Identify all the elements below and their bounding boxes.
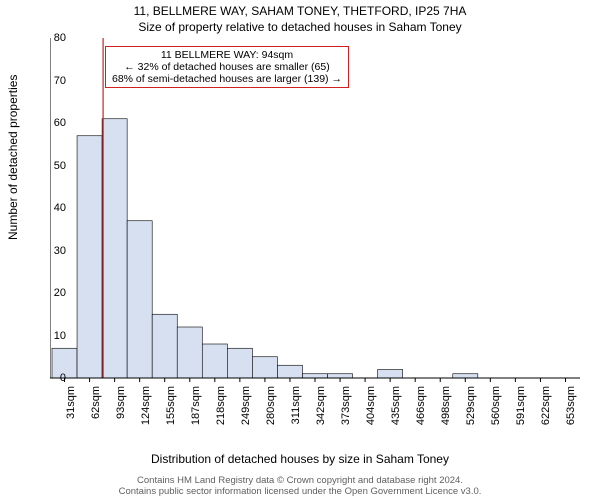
x-tick-label: 93sqm: [115, 386, 127, 436]
plot-area: [50, 38, 580, 398]
y-tick-label: 20: [54, 287, 66, 299]
chart-container: 11, BELLMERE WAY, SAHAM TONEY, THETFORD,…: [0, 0, 600, 500]
x-tick-label: 591sqm: [515, 386, 527, 436]
x-tick-label: 560sqm: [490, 386, 502, 436]
x-tick-label: 31sqm: [65, 386, 77, 436]
chart-title-address: 11, BELLMERE WAY, SAHAM TONEY, THETFORD,…: [0, 4, 600, 18]
x-tick-label: 466sqm: [415, 386, 427, 436]
annotation-line2: ← 32% of detached houses are smaller (65…: [112, 61, 342, 73]
annotation-line1: 11 BELLMERE WAY: 94sqm: [112, 49, 342, 61]
y-tick-label: 0: [60, 372, 66, 384]
x-tick-label: 404sqm: [365, 386, 377, 436]
attribution-text: Contains HM Land Registry data © Crown c…: [0, 475, 600, 497]
x-tick-label: 187sqm: [190, 386, 202, 436]
x-tick-label: 218sqm: [215, 386, 227, 436]
x-tick-label: 622sqm: [540, 386, 552, 436]
x-tick-label: 342sqm: [315, 386, 327, 436]
x-tick-label: 373sqm: [340, 386, 352, 436]
x-tick-label: 155sqm: [165, 386, 177, 436]
x-tick-label: 529sqm: [465, 386, 477, 436]
x-tick-label: 124sqm: [140, 386, 152, 436]
x-tick-label: 498sqm: [440, 386, 452, 436]
y-tick-label: 40: [54, 202, 66, 214]
x-tick-label: 280sqm: [265, 386, 277, 436]
attribution-line2: Contains public sector information licen…: [0, 486, 600, 497]
y-tick-label: 70: [54, 75, 66, 87]
y-tick-label: 60: [54, 117, 66, 129]
x-tick-label: 311sqm: [290, 386, 302, 436]
x-tick-label: 435sqm: [390, 386, 402, 436]
attribution-line1: Contains HM Land Registry data © Crown c…: [0, 475, 600, 486]
y-tick-label: 50: [54, 160, 66, 172]
x-tick-label: 249sqm: [240, 386, 252, 436]
y-tick-label: 30: [54, 245, 66, 257]
y-axis-label: Number of detached properties: [6, 75, 20, 240]
chart-title-subtitle: Size of property relative to detached ho…: [0, 20, 600, 34]
x-axis-label: Distribution of detached houses by size …: [0, 452, 600, 466]
plot-svg: [50, 38, 580, 398]
y-tick-label: 10: [54, 330, 66, 342]
annotation-box: 11 BELLMERE WAY: 94sqm ← 32% of detached…: [105, 46, 349, 88]
x-tick-label: 653sqm: [565, 386, 577, 436]
y-tick-label: 80: [54, 32, 66, 44]
x-tick-label: 62sqm: [90, 386, 102, 436]
annotation-line3: 68% of semi-detached houses are larger (…: [112, 73, 342, 85]
